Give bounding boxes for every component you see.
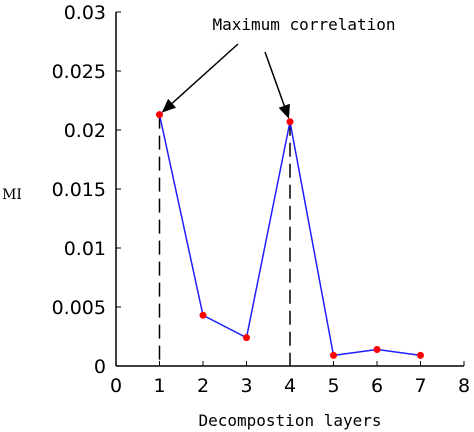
y-axis-title: MI	[2, 187, 22, 203]
series	[156, 111, 424, 359]
x-tick-label: 4	[284, 375, 296, 397]
data-point	[243, 334, 250, 342]
x-tick-label: 0	[110, 375, 122, 397]
x-axis-title: Decompostion layers	[198, 411, 381, 430]
data-point	[373, 345, 381, 353]
data-point	[286, 118, 294, 126]
x-tick-label: 3	[240, 375, 252, 397]
y-tick-label: 0.005	[52, 297, 106, 319]
y-tick-label: 0	[94, 356, 106, 378]
annotation	[161, 43, 290, 119]
axes: 0 1 2 3 4 5 6 7 8 0 0.005 0.01 0.015 0.02 0.025 0.03	[52, 2, 470, 397]
annotation-label: Maximum correlation	[212, 15, 395, 34]
reference-lines	[158, 114, 291, 366]
y-tick-label: 0.03	[64, 2, 106, 24]
y-tick-label: 0.01	[64, 238, 106, 260]
x-tick-label: 2	[197, 375, 209, 397]
data-point	[156, 111, 163, 119]
data-point	[417, 351, 424, 359]
x-tick-label: 8	[458, 375, 470, 397]
x-tick-label: 5	[327, 375, 339, 397]
x-tick-label: 1	[153, 375, 165, 397]
data-point	[330, 351, 337, 359]
data-point	[199, 311, 207, 319]
y-tick-label: 0.015	[52, 179, 106, 201]
y-tick-label: 0.025	[52, 61, 106, 83]
x-tick-label: 6	[371, 375, 383, 397]
annotation-arrow	[161, 43, 239, 113]
x-tick-label: 7	[414, 375, 426, 397]
annotation-arrow	[264, 51, 290, 119]
y-tick-label: 0.02	[64, 120, 106, 142]
